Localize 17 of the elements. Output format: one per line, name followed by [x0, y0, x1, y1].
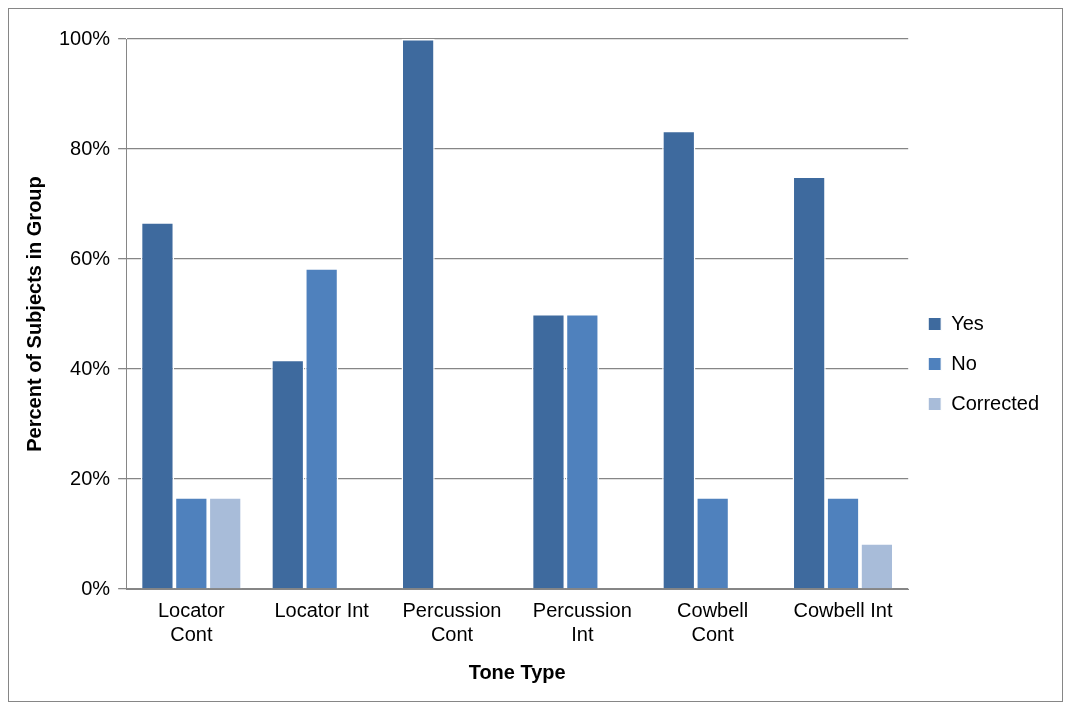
x-tick-label: Percussion Int [532, 598, 632, 645]
y-axis-title: Percent of Subjects in Group [22, 176, 45, 452]
x-tick-label: Cowbell Cont [677, 598, 749, 645]
y-tick-label: 40% [70, 356, 111, 379]
legend-label: No [951, 351, 977, 374]
y-tick-label: 100% [59, 26, 111, 49]
x-tick-label: Locator Int [274, 598, 370, 621]
y-tick-label: 20% [70, 466, 111, 489]
x-axis-title: Tone Type [468, 660, 566, 683]
legend-label: Yes [951, 311, 984, 334]
y-tick-label: 60% [70, 246, 111, 269]
y-tick-label: 0% [81, 576, 111, 599]
x-tick-label: Percussion Cont [402, 598, 502, 645]
x-tick-label: Cowbell Int [793, 598, 893, 621]
x-tick-label: Locator Cont [157, 598, 226, 645]
y-tick-label: 80% [70, 136, 111, 159]
legend-label: Corrected [951, 391, 1039, 414]
